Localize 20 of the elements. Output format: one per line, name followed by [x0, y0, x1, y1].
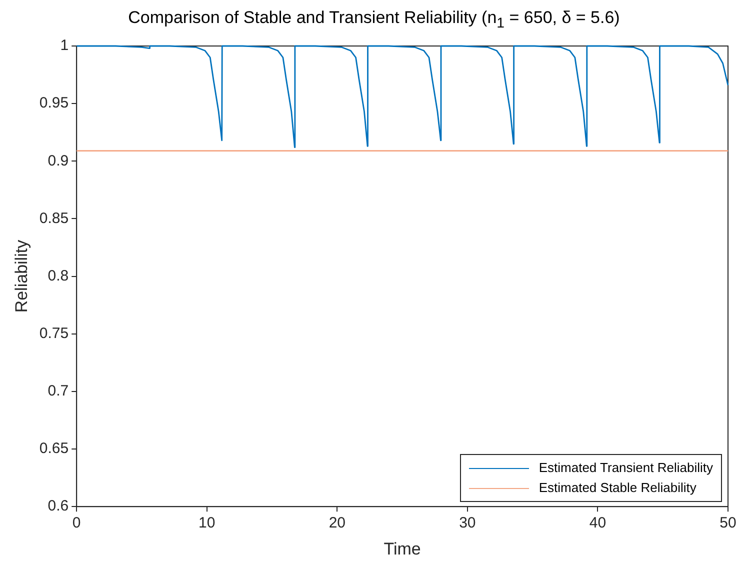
- y-tick-label: 0.85: [39, 210, 69, 227]
- y-tick-label: 1: [60, 37, 69, 54]
- y-tick-label: 0.6: [48, 498, 69, 515]
- x-axis-title: Time: [384, 539, 421, 558]
- legend-label: Estimated Stable Reliability: [538, 479, 696, 497]
- chart-title: Comparison of Stable and Transient Reliability (n$_{1}$ = 650, δ = 5.6): [127, 8, 621, 34]
- x-tick-label: 10: [198, 514, 216, 532]
- y-tick-label: 0.9: [48, 152, 69, 170]
- y-tick-label: 0.65: [39, 440, 69, 458]
- y-tick-label: 0.75: [39, 325, 69, 342]
- x-tick-label: 50: [720, 514, 736, 532]
- y-tick-label: 0.8: [48, 267, 69, 284]
- x-tick-label: 0: [72, 514, 81, 532]
- y-axis-title: Reliability: [12, 239, 31, 313]
- y-tick-label: 0.7: [48, 382, 69, 400]
- x-tick-label: 40: [589, 514, 606, 532]
- y-tick-label: 0.95: [39, 94, 69, 112]
- x-tick-label: 30: [459, 514, 476, 532]
- x-tick-label: 20: [328, 514, 346, 532]
- legend-label: Estimated Transient Reliability: [538, 459, 713, 477]
